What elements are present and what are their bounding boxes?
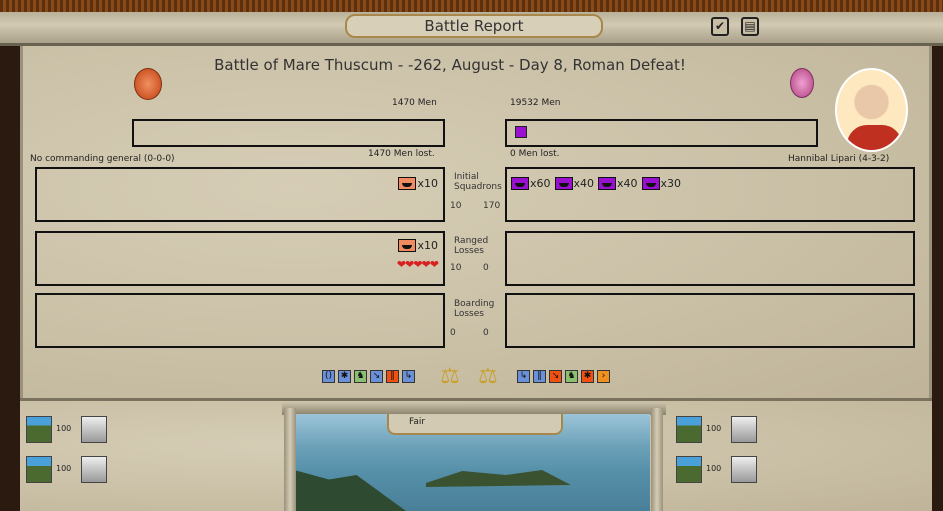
left-boarding-box [35, 293, 445, 348]
ship-icon [641, 177, 660, 190]
squadron-item[interactable]: x10 [398, 239, 438, 252]
ranged-label-2: Losses [454, 246, 484, 256]
hearts-icon: ❤❤❤❤❤ [396, 258, 439, 271]
ship-icon [511, 177, 529, 190]
right-ranged-total: 0 [483, 263, 489, 273]
ship-icon [398, 177, 417, 190]
squadron-count: x30 [660, 177, 682, 190]
balance-scale-icon: ⚖ [440, 364, 460, 389]
splat-icon[interactable]: ✱ [581, 370, 594, 383]
column-right [651, 408, 663, 511]
scene-frame [282, 403, 666, 415]
squadron-item[interactable]: x30 [641, 177, 682, 190]
left-army-box [132, 119, 445, 147]
right-initial-total: 170 [483, 201, 501, 211]
left-stat-1: 100 [56, 424, 72, 433]
terrain-tile-icon[interactable] [26, 416, 52, 443]
boarding-label-2: Losses [454, 309, 484, 319]
left-initial-box: x10 [35, 167, 445, 222]
splat-icon[interactable]: ✱ [338, 370, 351, 383]
left-general: No commanding general (0-0-0) [30, 154, 175, 164]
ranged-label-1: Ranged [454, 236, 489, 246]
top-border [0, 0, 943, 14]
general-portrait [835, 68, 908, 152]
squadron-count: x40 [573, 177, 595, 190]
terrain-tile-icon[interactable] [676, 416, 702, 443]
initial-label-1: Initial [454, 172, 479, 182]
squadron-count: x40 [617, 177, 638, 190]
right-men-lost: 0 Men lost. [510, 149, 560, 159]
battle-title: Battle of Mare Thuscum - -262, August - … [214, 56, 686, 74]
weather-label: Fair [387, 414, 563, 435]
checkmark-icon: ✔ [714, 19, 726, 33]
army-unit-icon[interactable] [515, 126, 527, 138]
right-boarding-total: 0 [483, 328, 489, 338]
horse-icon[interactable] [81, 456, 107, 483]
right-stat-2: 100 [706, 464, 722, 473]
charge-icon[interactable]: ↘ [549, 370, 562, 383]
left-stat-2: 100 [56, 464, 72, 473]
flank-icon[interactable]: ↳ [402, 370, 415, 383]
troops-icon[interactable]: ‖ [533, 370, 546, 383]
rider-icon[interactable]: ♞ [565, 370, 578, 383]
squadron-item[interactable]: x10 [398, 177, 438, 190]
right-boarding-box [505, 293, 915, 348]
fortification-icon[interactable] [676, 456, 702, 483]
ship-icon [554, 177, 573, 190]
troops-icon[interactable]: ‖ [386, 370, 399, 383]
squadron-item[interactable]: x40 [598, 177, 638, 190]
window-title: Battle Report [345, 14, 603, 38]
carthage-faction-emblem [790, 68, 814, 98]
left-ranged-total: 10 [450, 263, 462, 273]
confirm-button[interactable]: ✔ [711, 17, 729, 36]
initial-label-2: Squadrons [454, 182, 502, 192]
balance-scale-hearts-icon: ⚖ [478, 364, 498, 389]
wall-icon[interactable] [731, 416, 757, 443]
left-men-lost: 1470 Men lost. [368, 149, 435, 159]
left-initial-total: 10 [450, 201, 462, 211]
squadron-count: x10 [417, 177, 438, 190]
squadron-item[interactable]: x60 [511, 177, 551, 190]
rider-icon[interactable]: ♞ [354, 370, 367, 383]
left-ranged-box: x10 ❤❤❤❤❤ [35, 231, 445, 286]
boarding-label-1: Boarding [454, 299, 495, 309]
column-left [284, 408, 296, 511]
report-panel [20, 46, 932, 398]
left-boarding-total: 0 [450, 328, 456, 338]
right-general: Hannibal Lipari (4-3-2) [788, 154, 890, 164]
right-men: 19532 Men [510, 98, 561, 108]
info-button[interactable]: ▤ [741, 17, 759, 36]
left-men: 1470 Men [392, 98, 437, 108]
ship-icon [598, 177, 617, 190]
squadron-count: x60 [530, 177, 551, 190]
flank-icon[interactable]: ↳ [517, 370, 530, 383]
document-icon: ▤ [744, 19, 756, 33]
fortification-icon[interactable] [26, 456, 52, 483]
formation-icon[interactable]: () [322, 370, 335, 383]
rome-faction-emblem [134, 68, 162, 100]
charge-icon[interactable]: ↘ [370, 370, 383, 383]
arrow-icon[interactable]: › [597, 370, 610, 383]
wall-icon[interactable] [81, 416, 107, 443]
right-initial-box: x60 x40 x40 x30 [505, 167, 915, 222]
squadron-item[interactable]: x40 [554, 177, 595, 190]
right-ranged-box [505, 231, 915, 286]
right-army-box [505, 119, 818, 147]
horse-icon[interactable] [731, 456, 757, 483]
ship-icon [398, 239, 417, 252]
squadron-count: x10 [417, 239, 438, 252]
right-stat-1: 100 [706, 424, 722, 433]
